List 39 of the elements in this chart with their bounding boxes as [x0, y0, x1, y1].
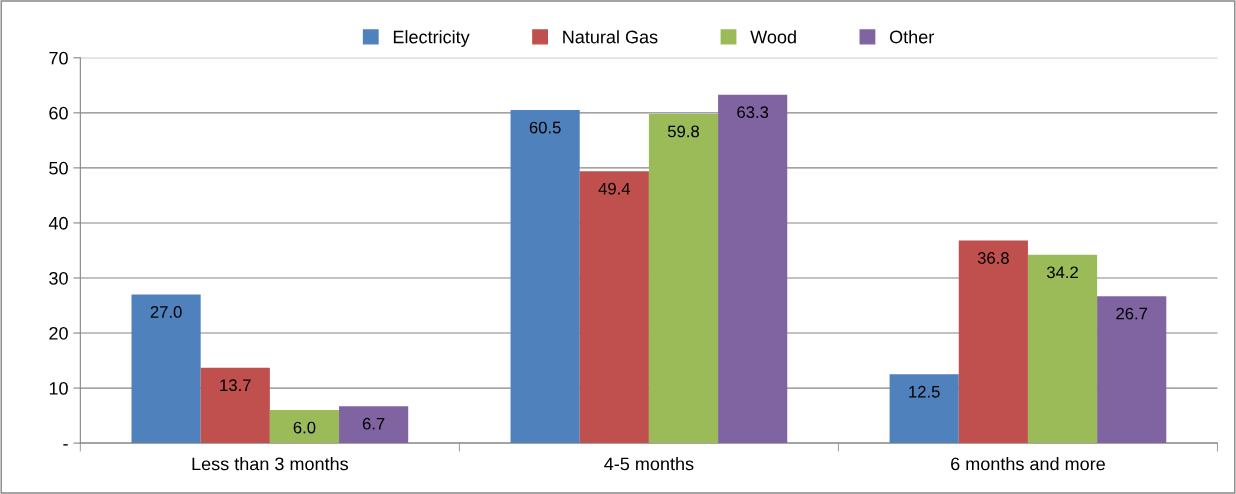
y-tick-label: 20	[49, 326, 68, 340]
data-label: 13.7	[220, 379, 251, 392]
legend-label: Other	[889, 30, 934, 44]
y-tick-label: 60	[49, 106, 68, 120]
legend-label: Electricity	[393, 30, 470, 47]
x-tick-label: 4-5 months	[604, 457, 694, 471]
y-tick-label: 10	[49, 382, 68, 395]
data-label: 6.0	[293, 421, 316, 434]
legend-label: Natural Gas	[563, 30, 658, 44]
data-label: 27.0	[150, 306, 182, 318]
bar	[510, 110, 580, 444]
x-tick-label: 6 months and more	[951, 457, 1105, 471]
bar	[339, 406, 409, 444]
x-tick-label: Less than 3 months	[192, 457, 348, 471]
y-tick-label: 50	[49, 161, 68, 175]
bar	[889, 374, 959, 444]
bar	[131, 294, 201, 444]
y-tick-label: 30	[49, 271, 68, 285]
y-tick-label: 70	[49, 51, 68, 65]
bar	[958, 240, 1028, 444]
y-tick-label: 40	[48, 216, 68, 230]
bar	[269, 410, 340, 444]
bar	[718, 94, 788, 444]
legend-label: Wood	[750, 30, 796, 44]
data-label: 59.8	[667, 125, 699, 138]
data-label: 6.7	[362, 417, 385, 430]
data-label: 26.7	[1116, 307, 1148, 320]
data-label: 34.2	[1046, 266, 1078, 279]
bar	[200, 367, 270, 444]
bar	[1097, 296, 1167, 444]
y-tick-label: -	[63, 444, 68, 446]
data-label: 36.8	[977, 252, 1009, 264]
data-label: 60.5	[529, 121, 561, 134]
data-label: 49.4	[598, 182, 631, 195]
bar	[579, 171, 649, 444]
bar	[1027, 254, 1098, 444]
data-label: 12.5	[909, 385, 940, 398]
bar	[648, 113, 719, 444]
data-label: 63.3	[737, 106, 769, 119]
